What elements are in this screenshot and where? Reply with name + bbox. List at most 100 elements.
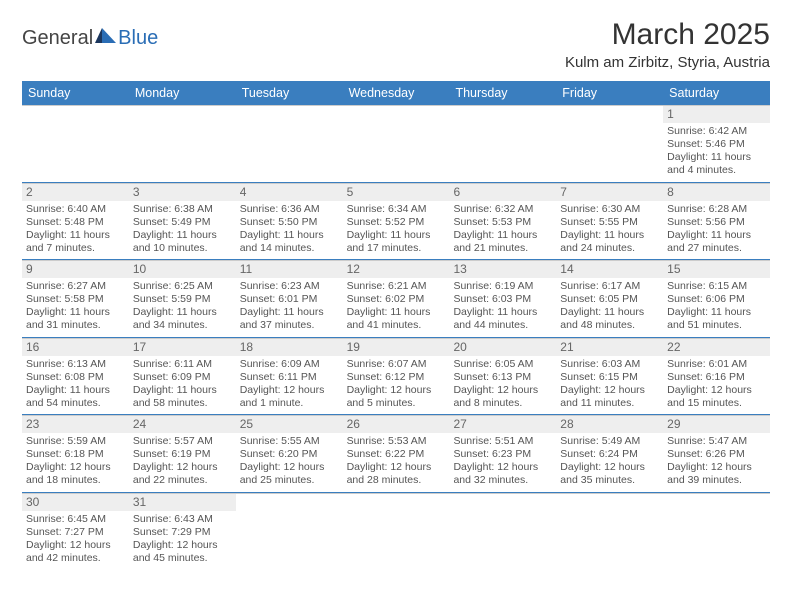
sunrise-line: Sunrise: 6:13 AM xyxy=(26,358,125,371)
sunset-line: Sunset: 6:20 PM xyxy=(240,448,339,461)
calendar-empty xyxy=(556,105,663,182)
day-number: 16 xyxy=(22,339,129,356)
calendar-week: 16 Sunrise: 6:13 AMSunset: 6:08 PM Dayligh… xyxy=(22,338,770,416)
sunrise-line: Sunrise: 5:51 AM xyxy=(453,435,552,448)
calendar-empty xyxy=(556,493,663,570)
day-number: 5 xyxy=(343,184,450,201)
daylight-line: Daylight: 11 hours and 14 minutes. xyxy=(240,229,339,255)
sunset-line: Sunset: 6:01 PM xyxy=(240,293,339,306)
day-number: 26 xyxy=(343,416,450,433)
daylight-line: Daylight: 12 hours and 35 minutes. xyxy=(560,461,659,487)
daylight-line: Daylight: 11 hours and 41 minutes. xyxy=(347,306,446,332)
calendar-day: 27Sunrise: 5:51 AMSunset: 6:23 PMDayligh… xyxy=(449,415,556,492)
calendar-day: 17Sunrise: 6:11 AMSunset: 6:09 PMDayligh… xyxy=(129,338,236,415)
sunrise-line: Sunrise: 6:43 AM xyxy=(133,513,232,526)
daylight-line: Daylight: 11 hours and 48 minutes. xyxy=(560,306,659,332)
daylight-line: Daylight: 11 hours and 24 minutes. xyxy=(560,229,659,255)
calendar-page: General Blue March 2025 Kulm am Zirbitz,… xyxy=(0,0,792,579)
calendar: SundayMondayTuesdayWednesdayThursdayFrid… xyxy=(22,81,770,569)
calendar-day: 5Sunrise: 6:34 AMSunset: 5:52 PMDaylight… xyxy=(343,183,450,260)
calendar-day: 28Sunrise: 5:49 AMSunset: 6:24 PMDayligh… xyxy=(556,415,663,492)
daylight-line: Daylight: 12 hours and 5 minutes. xyxy=(347,384,446,410)
sunset-line: Sunset: 6:08 PM xyxy=(26,371,125,384)
sunset-line: Sunset: 5:48 PM xyxy=(26,216,125,229)
sunrise-line: Sunrise: 6:36 AM xyxy=(240,203,339,216)
calendar-day: 15Sunrise: 6:15 AMSunset: 6:06 PMDayligh… xyxy=(663,260,770,337)
day-number: 13 xyxy=(449,261,556,278)
page-header: General Blue March 2025 Kulm am Zirbitz,… xyxy=(22,18,770,75)
day-number: 7 xyxy=(556,184,663,201)
calendar-day: 31Sunrise: 6:43 AMSunset: 7:29 PMDayligh… xyxy=(129,493,236,570)
calendar-empty xyxy=(663,493,770,570)
calendar-empty xyxy=(343,105,450,182)
calendar-day: 4Sunrise: 6:36 AMSunset: 5:50 PMDaylight… xyxy=(236,183,343,260)
calendar-empty xyxy=(236,493,343,570)
daylight-line: Daylight: 11 hours and 7 minutes. xyxy=(26,229,125,255)
sunrise-line: Sunrise: 6:01 AM xyxy=(667,358,766,371)
day-number: 24 xyxy=(129,416,236,433)
daylight-line: Daylight: 12 hours and 28 minutes. xyxy=(347,461,446,487)
sunset-line: Sunset: 6:03 PM xyxy=(453,293,552,306)
calendar-day: 25Sunrise: 5:55 AMSunset: 6:20 PMDayligh… xyxy=(236,415,343,492)
calendar-empty xyxy=(449,105,556,182)
sunset-line: Sunset: 5:49 PM xyxy=(133,216,232,229)
daylight-line: Daylight: 11 hours and 51 minutes. xyxy=(667,306,766,332)
daylight-line: Daylight: 11 hours and 58 minutes. xyxy=(133,384,232,410)
daylight-line: Daylight: 11 hours and 37 minutes. xyxy=(240,306,339,332)
day-number: 27 xyxy=(449,416,556,433)
daylight-line: Daylight: 12 hours and 11 minutes. xyxy=(560,384,659,410)
sunset-line: Sunset: 5:59 PM xyxy=(133,293,232,306)
sunrise-line: Sunrise: 6:03 AM xyxy=(560,358,659,371)
weekday-label: Wednesday xyxy=(343,81,450,105)
weekday-label: Thursday xyxy=(449,81,556,105)
calendar-empty xyxy=(449,493,556,570)
month-title: March 2025 xyxy=(565,18,770,52)
sunrise-line: Sunrise: 6:11 AM xyxy=(133,358,232,371)
weekday-label: Saturday xyxy=(663,81,770,105)
calendar-day: 9Sunrise: 6:27 AMSunset: 5:58 PMDaylight… xyxy=(22,260,129,337)
calendar-day: 26Sunrise: 5:53 AMSunset: 6:22 PMDayligh… xyxy=(343,415,450,492)
sunset-line: Sunset: 7:29 PM xyxy=(133,526,232,539)
calendar-week: 30Sunrise: 6:45 AMSunset: 7:27 PMDayligh… xyxy=(22,493,770,570)
sunrise-line: Sunrise: 5:57 AM xyxy=(133,435,232,448)
sunset-line: Sunset: 5:55 PM xyxy=(560,216,659,229)
sunset-line: Sunset: 6:02 PM xyxy=(347,293,446,306)
day-number: 10 xyxy=(129,261,236,278)
sunrise-line: Sunrise: 5:49 AM xyxy=(560,435,659,448)
sunset-line: Sunset: 6:16 PM xyxy=(667,371,766,384)
day-number: 8 xyxy=(663,184,770,201)
sunrise-line: Sunrise: 6:30 AM xyxy=(560,203,659,216)
calendar-week: 23Sunrise: 5:59 AMSunset: 6:18 PMDayligh… xyxy=(22,415,770,493)
calendar-day: 23Sunrise: 5:59 AMSunset: 6:18 PMDayligh… xyxy=(22,415,129,492)
day-number: 30 xyxy=(22,494,129,511)
calendar-empty xyxy=(343,493,450,570)
sunrise-line: Sunrise: 6:23 AM xyxy=(240,280,339,293)
sunrise-line: Sunrise: 6:27 AM xyxy=(26,280,125,293)
sunrise-line: Sunrise: 5:47 AM xyxy=(667,435,766,448)
sunset-line: Sunset: 5:46 PM xyxy=(667,138,766,151)
day-number: 14 xyxy=(556,261,663,278)
sunset-line: Sunset: 7:27 PM xyxy=(26,526,125,539)
daylight-line: Daylight: 12 hours and 45 minutes. xyxy=(133,539,232,565)
calendar-day: 21Sunrise: 6:03 AMSunset: 6:15 PMDayligh… xyxy=(556,338,663,415)
weekday-label: Sunday xyxy=(22,81,129,105)
calendar-day: 13Sunrise: 6:19 AMSunset: 6:03 PMDayligh… xyxy=(449,260,556,337)
calendar-day: 22Sunrise: 6:01 AMSunset: 6:16 PMDayligh… xyxy=(663,338,770,415)
calendar-empty xyxy=(236,105,343,182)
day-number: 29 xyxy=(663,416,770,433)
sunset-line: Sunset: 5:52 PM xyxy=(347,216,446,229)
daylight-line: Daylight: 12 hours and 15 minutes. xyxy=(667,384,766,410)
calendar-day: 16Sunrise: 6:13 AMSunset: 6:08 PMDayligh… xyxy=(22,338,129,415)
calendar-body: 1Sunrise: 6:42 AMSunset: 5:46 PMDaylight… xyxy=(22,105,770,569)
calendar-week: 9Sunrise: 6:27 AMSunset: 5:58 PMDaylight… xyxy=(22,260,770,338)
calendar-day: 14Sunrise: 6:17 AMSunset: 6:05 PMDayligh… xyxy=(556,260,663,337)
logo-icon xyxy=(95,26,117,50)
daylight-line: Daylight: 12 hours and 42 minutes. xyxy=(26,539,125,565)
sunset-line: Sunset: 6:05 PM xyxy=(560,293,659,306)
location: Kulm am Zirbitz, Styria, Austria xyxy=(565,54,770,71)
day-number: 11 xyxy=(236,261,343,278)
calendar-day: 8Sunrise: 6:28 AMSunset: 5:56 PMDaylight… xyxy=(663,183,770,260)
calendar-day: 24Sunrise: 5:57 AMSunset: 6:19 PMDayligh… xyxy=(129,415,236,492)
sunset-line: Sunset: 6:13 PM xyxy=(453,371,552,384)
calendar-day: 3Sunrise: 6:38 AMSunset: 5:49 PMDaylight… xyxy=(129,183,236,260)
